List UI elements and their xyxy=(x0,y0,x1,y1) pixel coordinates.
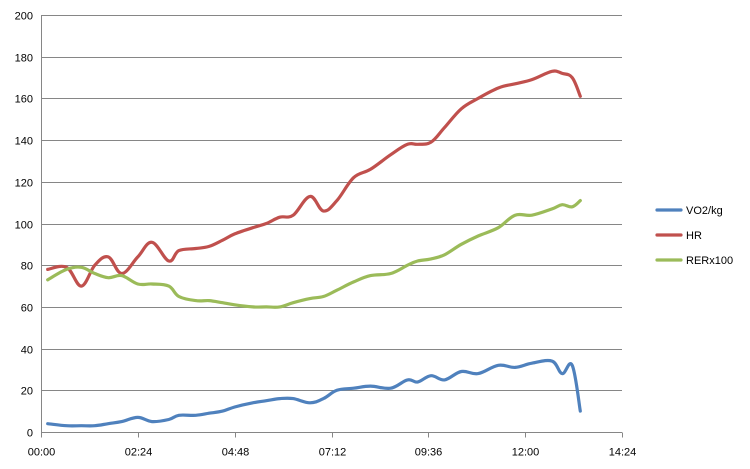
x-tick-label: 07:12 xyxy=(319,447,347,459)
x-tick-label: 12:00 xyxy=(512,447,540,459)
legend-label-rerx100: RERx100 xyxy=(686,255,733,267)
y-tick-label: 80 xyxy=(21,261,33,273)
series-line-rerx100 xyxy=(46,199,582,309)
x-tick-label: 09:36 xyxy=(415,447,443,459)
x-tick-label: 04:48 xyxy=(222,447,250,459)
y-tick-label: 120 xyxy=(15,178,33,190)
y-tick-label: 160 xyxy=(15,94,33,106)
x-tick-label: 02:24 xyxy=(125,447,153,459)
y-tick-label: 40 xyxy=(21,345,33,357)
series-line-vo2-kg xyxy=(46,358,582,428)
y-tick-label: 180 xyxy=(15,53,33,65)
axes: 0 20 40 60 80 100 120 140 160 180 200 00:00 02:24 04:… xyxy=(15,11,637,459)
legend: VO2/kg HR RERx100 xyxy=(655,205,733,267)
y-tick-label: 200 xyxy=(15,11,33,23)
series-line-hr xyxy=(46,69,582,288)
y-tick-label: 20 xyxy=(21,386,33,398)
y-tick-label: 0 xyxy=(27,428,33,440)
gridlines xyxy=(41,15,622,391)
y-tick-label: 140 xyxy=(15,136,33,148)
series-lines xyxy=(46,69,582,428)
x-tick-label: 00:00 xyxy=(28,447,56,459)
legend-label-hr: HR xyxy=(686,230,702,242)
x-tick-label: 14:24 xyxy=(609,447,637,459)
legend-label-vo2-kg: VO2/kg xyxy=(686,205,723,217)
y-tick-label: 100 xyxy=(15,220,33,232)
y-tick-label: 60 xyxy=(21,303,33,315)
